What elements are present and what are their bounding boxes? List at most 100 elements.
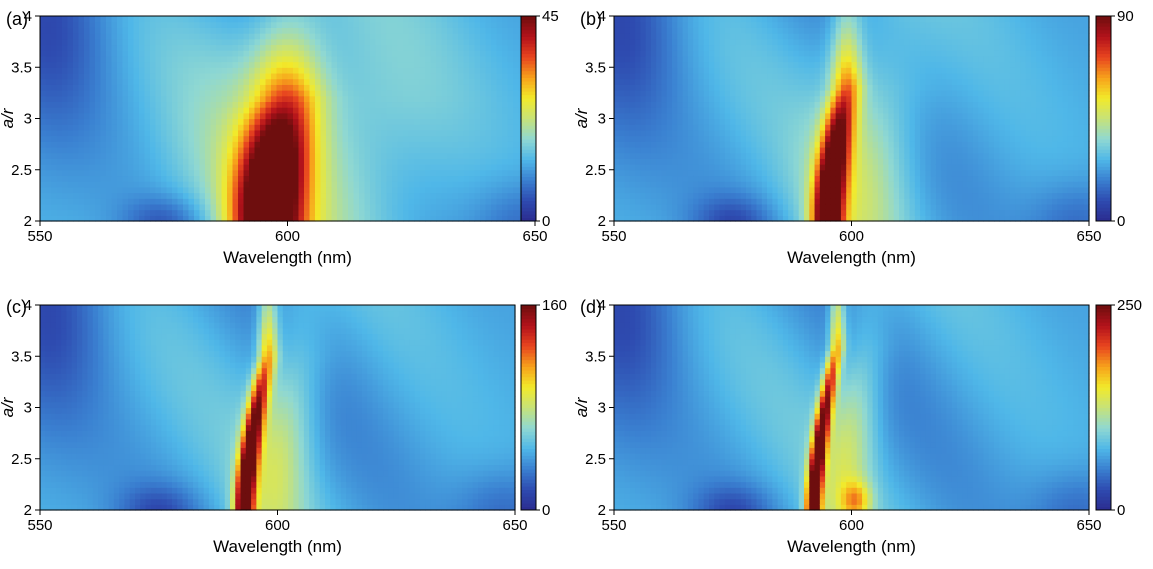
heatmap-cell — [447, 181, 454, 188]
heatmap-cell — [408, 50, 415, 57]
heatmap-cell — [155, 129, 162, 137]
heatmap-cell — [133, 141, 140, 148]
heatmap-cell — [353, 135, 360, 142]
heatmap-cell — [793, 152, 800, 159]
heatmap-cell — [414, 55, 421, 63]
heatmap-cell — [619, 215, 626, 222]
heatmap-cell — [714, 124, 721, 131]
heatmap-cell — [672, 175, 678, 182]
heatmap-cell — [624, 152, 631, 159]
heatmap-cell — [619, 152, 626, 159]
heatmap-cell — [740, 209, 747, 216]
heatmap-cell — [40, 198, 47, 205]
heatmap-cell — [740, 21, 747, 28]
heatmap-cell — [100, 118, 107, 125]
heatmap-cell — [819, 146, 826, 154]
heatmap-cell — [745, 129, 752, 137]
heatmap-cell — [128, 169, 135, 177]
heatmap-cell — [719, 124, 726, 131]
heatmap-cell — [172, 203, 179, 211]
heatmap-cell — [825, 16, 831, 23]
heatmap-cell — [496, 146, 503, 154]
heatmap-cell — [825, 90, 831, 97]
heatmap-cell — [161, 67, 168, 74]
heatmap-cell — [232, 141, 239, 148]
heatmap-cell — [767, 141, 773, 148]
heatmap-cell — [635, 21, 641, 28]
heatmap-cell — [386, 112, 393, 120]
heatmap-cell — [447, 152, 454, 159]
heatmap-cell — [221, 61, 228, 68]
heatmap-cell — [309, 135, 316, 142]
heatmap-cell — [782, 95, 789, 103]
heatmap-cell — [840, 215, 847, 222]
heatmap-cell — [359, 158, 366, 165]
heatmap-cell — [788, 101, 795, 108]
heatmap-cell — [513, 112, 520, 120]
heatmap-cell — [381, 112, 388, 120]
heatmap-cell — [199, 135, 206, 142]
heatmap-cell — [100, 72, 107, 80]
heatmap-cell — [735, 164, 742, 171]
heatmap-cell — [687, 198, 694, 205]
heatmap-cell — [56, 164, 63, 171]
heatmap-cell — [287, 141, 294, 148]
heatmap-cell — [128, 152, 135, 159]
heatmap-cell — [320, 33, 327, 40]
heatmap-cell — [144, 118, 151, 125]
heatmap-cell — [199, 118, 206, 125]
heatmap-cell — [89, 152, 96, 159]
heatmap-cell — [265, 84, 272, 91]
heatmap-cell — [408, 186, 415, 194]
heatmap-cell — [320, 21, 327, 28]
heatmap-cell — [819, 44, 826, 51]
heatmap-cell — [331, 198, 338, 205]
heatmap-cell — [293, 215, 300, 222]
heatmap-cell — [819, 90, 826, 97]
heatmap-cell — [381, 55, 388, 63]
heatmap-cell — [719, 84, 726, 91]
heatmap-cell — [315, 50, 322, 57]
heatmap-cell — [309, 21, 316, 28]
heatmap-cell — [392, 209, 399, 216]
heatmap-cell — [386, 124, 393, 131]
heatmap-cell — [756, 61, 763, 68]
heatmap-cell — [161, 101, 168, 108]
heatmap-cell — [840, 72, 847, 80]
colorbar-segment — [521, 50, 536, 55]
heatmap-cell — [111, 186, 118, 194]
heatmap-cell — [287, 16, 294, 23]
heatmap-cell — [656, 33, 663, 40]
heatmap-cell — [216, 203, 223, 211]
heatmap-cell — [117, 90, 124, 97]
heatmap-cell — [751, 152, 758, 159]
heatmap-cell — [714, 38, 721, 46]
heatmap-cell — [238, 169, 245, 177]
heatmap-cell — [150, 198, 157, 205]
colorbar-segment — [521, 193, 536, 198]
heatmap-cell — [761, 72, 768, 80]
heatmap-cell — [724, 152, 731, 159]
heatmap-cell — [309, 33, 316, 40]
heatmap-cell — [117, 169, 124, 177]
heatmap-cell — [293, 38, 300, 46]
heatmap-cell — [370, 181, 377, 188]
heatmap-cell — [78, 141, 85, 148]
heatmap-cell — [798, 181, 805, 188]
heatmap-cell — [502, 215, 509, 222]
heatmap-cell — [830, 181, 837, 188]
heatmap-cell — [227, 107, 234, 114]
heatmap-cell — [672, 61, 678, 68]
heatmap-cell — [447, 107, 454, 114]
colorbar-segment — [521, 63, 536, 68]
heatmap-cell — [463, 112, 470, 120]
heatmap-cell — [216, 118, 223, 125]
heatmap-cell — [687, 16, 694, 23]
heatmap-cell — [751, 175, 758, 182]
heatmap-cell — [188, 84, 195, 91]
heatmap-cell — [364, 101, 371, 108]
heatmap-cell — [144, 78, 151, 85]
heatmap-cell — [693, 50, 700, 57]
heatmap-cell — [485, 101, 492, 108]
heatmap-cell — [809, 84, 816, 91]
